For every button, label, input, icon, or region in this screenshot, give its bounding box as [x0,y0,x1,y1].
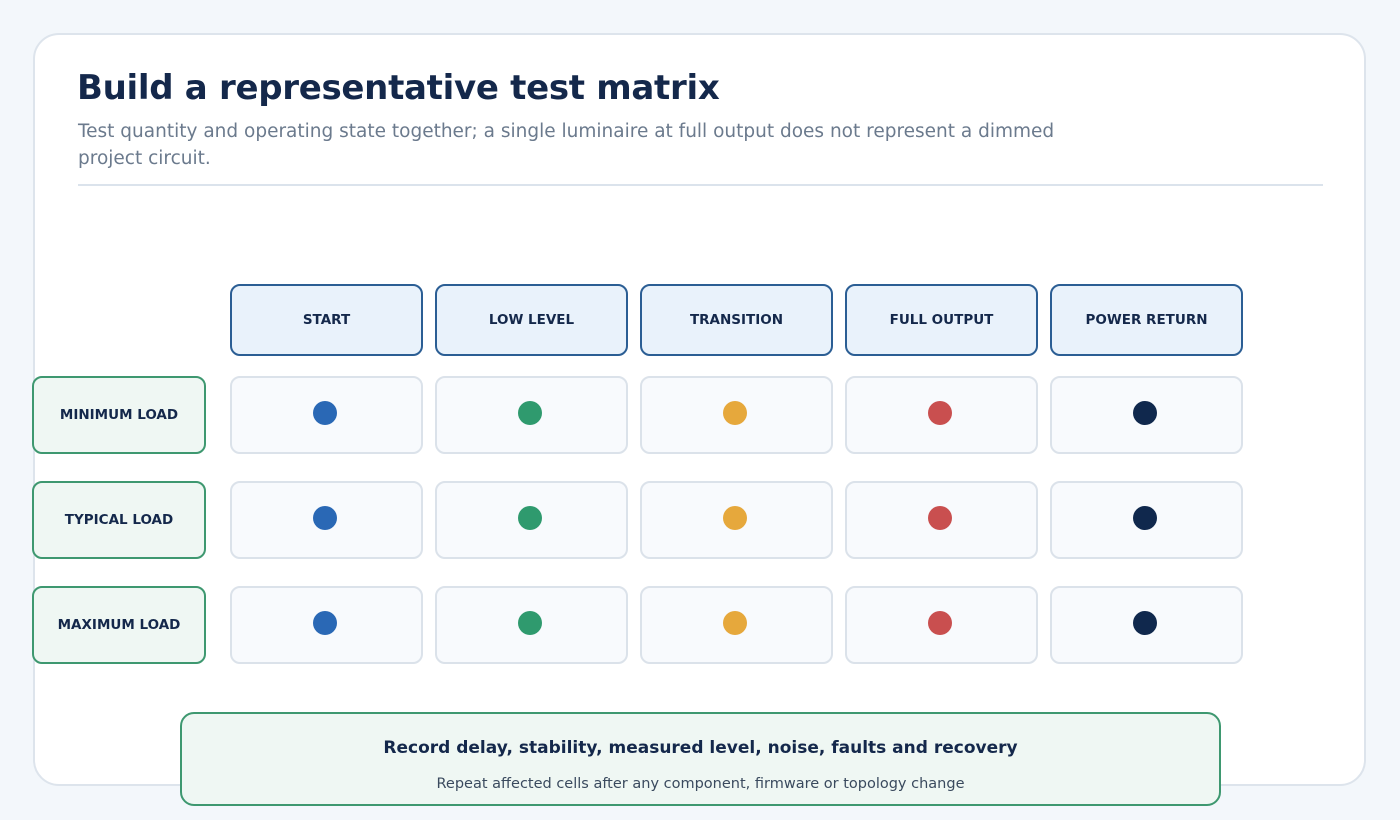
matrix-cell-typical-load-full-output [845,481,1038,559]
matrix-cell-minimum-load-full-output [845,376,1038,454]
matrix-cell-maximum-load-power-return [1050,586,1243,664]
status-dot-icon [518,506,542,530]
status-dot-icon [313,401,337,425]
column-header-transition: TRANSITION [640,284,833,356]
matrix-cell-typical-load-transition [640,481,833,559]
title-divider [78,184,1323,186]
summary-title: Record delay, stability, measured level,… [383,738,1018,758]
status-dot-icon [1133,401,1157,425]
status-dot-icon [723,401,747,425]
summary-note: Repeat affected cells after any componen… [436,776,965,792]
row-header-minimum-load: MINIMUM LOAD [32,376,206,454]
status-dot-icon [518,611,542,635]
status-dot-icon [313,611,337,635]
row-header-typical-load: TYPICAL LOAD [32,481,206,559]
column-header-low-level: LOW LEVEL [435,284,628,356]
status-dot-icon [928,401,952,425]
status-dot-icon [518,401,542,425]
column-header-full-output: FULL OUTPUT [845,284,1038,356]
matrix-cell-minimum-load-transition [640,376,833,454]
status-dot-icon [928,611,952,635]
status-dot-icon [723,506,747,530]
matrix-cell-maximum-load-transition [640,586,833,664]
page-subtitle: Test quantity and operating state togeth… [78,121,1055,169]
status-dot-icon [723,611,747,635]
column-header-start: START [230,284,423,356]
matrix-cell-minimum-load-start [230,376,423,454]
row-header-maximum-load: MAXIMUM LOAD [32,586,206,664]
status-dot-icon [1133,611,1157,635]
summary-box: Record delay, stability, measured level,… [180,712,1221,806]
matrix-cell-typical-load-power-return [1050,481,1243,559]
status-dot-icon [1133,506,1157,530]
page-title: Build a representative test matrix [77,68,720,108]
matrix-cell-minimum-load-power-return [1050,376,1243,454]
matrix-cell-typical-load-low-level [435,481,628,559]
column-header-power-return: POWER RETURN [1050,284,1243,356]
status-dot-icon [313,506,337,530]
status-dot-icon [928,506,952,530]
matrix-cell-typical-load-start [230,481,423,559]
matrix-cell-minimum-load-low-level [435,376,628,454]
matrix-cell-maximum-load-low-level [435,586,628,664]
matrix-cell-maximum-load-full-output [845,586,1038,664]
matrix-cell-maximum-load-start [230,586,423,664]
